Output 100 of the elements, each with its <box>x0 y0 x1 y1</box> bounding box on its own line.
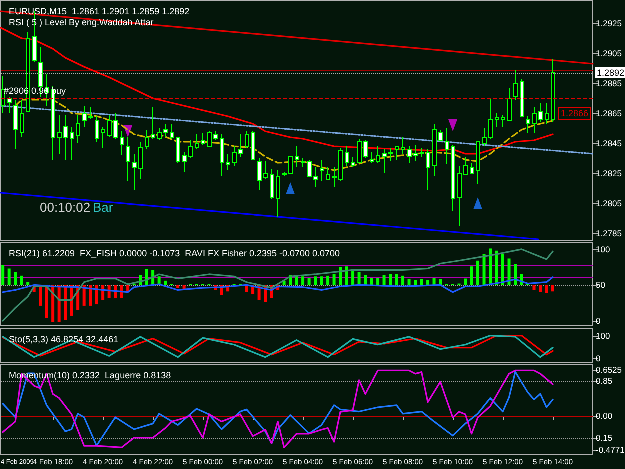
bar <box>82 285 86 306</box>
annotation: 00:10:02 <box>40 200 91 215</box>
bar <box>426 280 430 286</box>
bar <box>464 278 468 286</box>
bar <box>376 278 380 286</box>
candlestick <box>545 102 549 124</box>
text: RSI(21) 61.2209 FX_FISH 0.0000 -0.1073 RAVI FX Fisher 0.2395 -0.0700 0.0700 <box>9 248 340 258</box>
candlestick <box>551 59 555 123</box>
bar <box>308 278 311 286</box>
candlestick <box>101 126 105 148</box>
y-tick-label: 1.2885 <box>596 78 622 88</box>
candlestick <box>320 160 324 182</box>
candlestick <box>126 137 130 182</box>
bar <box>395 274 398 286</box>
point <box>448 120 458 132</box>
candlestick <box>513 70 518 100</box>
candlestick <box>520 78 524 117</box>
candlestick <box>507 88 512 122</box>
bar <box>552 285 555 292</box>
y-tick-label: 1.2905 <box>596 48 622 58</box>
candlestick <box>276 170 280 218</box>
bar <box>332 274 336 286</box>
candlestick <box>251 131 255 160</box>
bar <box>8 268 11 286</box>
bar <box>302 276 305 286</box>
y-tick-label: 1.2785 <box>596 228 622 238</box>
bar <box>52 285 55 322</box>
y2-tick-label: 0.85 <box>596 376 613 386</box>
candlestick <box>351 156 355 168</box>
y-tick-label: 1.2925 <box>596 18 622 28</box>
bar <box>2 265 5 286</box>
candlestick <box>220 134 224 177</box>
candlestick <box>201 132 205 146</box>
bar <box>58 285 61 322</box>
y-tick-label: 1.2805 <box>596 198 622 208</box>
y-tick-label: 0 <box>596 353 601 364</box>
candlestick <box>20 100 24 138</box>
bar <box>508 258 511 286</box>
bar <box>345 266 348 286</box>
candlestick <box>170 124 174 140</box>
bar <box>358 272 361 286</box>
candlestick <box>401 137 405 154</box>
line-series <box>2 276 554 294</box>
bar <box>89 285 92 306</box>
y-tick-label: 0.6525 <box>596 364 622 375</box>
y-tick-label: 100 <box>596 244 610 254</box>
line-series <box>14 99 554 172</box>
y-tick-label: 1.2845 <box>596 138 622 148</box>
candlestick <box>451 144 455 212</box>
candlestick <box>1 76 5 114</box>
bar <box>95 285 98 305</box>
candlestick <box>70 126 74 160</box>
candlestick <box>301 158 305 168</box>
candlestick <box>426 149 430 190</box>
candlestick <box>13 100 18 150</box>
candlestick <box>501 114 505 128</box>
candlestick <box>376 146 380 164</box>
bar <box>420 279 424 286</box>
text: EURUSD,M15 1.2861 1.2901 1.2859 1.2892 <box>9 6 190 16</box>
candlestick <box>295 146 299 168</box>
y-tick-label: 1.2865 <box>596 108 622 118</box>
y-tick-label: -0.4771 <box>596 444 625 455</box>
bar <box>514 264 518 286</box>
candlestick <box>176 137 180 164</box>
bar <box>414 280 418 286</box>
bar <box>364 275 368 286</box>
point <box>286 182 296 194</box>
bar <box>314 276 318 286</box>
candlestick <box>476 142 480 184</box>
candlestick <box>95 116 99 142</box>
bar <box>45 285 48 318</box>
candlestick <box>195 134 199 150</box>
bar <box>502 254 505 286</box>
line-series <box>0 27 554 155</box>
candlestick <box>420 148 424 158</box>
y-tick-label: 50 <box>596 280 606 290</box>
candlestick <box>120 131 124 156</box>
candlestick <box>526 116 530 134</box>
bar <box>20 276 24 286</box>
candlestick <box>270 168 274 200</box>
bar <box>102 285 105 300</box>
y-tick-label: 0.00 <box>596 411 613 422</box>
y-tick-label: 100 <box>596 330 610 341</box>
bar <box>164 280 168 286</box>
candlestick <box>151 107 155 140</box>
line-series <box>2 248 554 322</box>
candlestick <box>370 152 374 164</box>
y-tick-label: 0 <box>596 316 601 326</box>
bar <box>326 276 330 286</box>
candlestick <box>345 146 349 166</box>
candlestick <box>326 167 330 180</box>
bar <box>539 285 542 292</box>
candlestick <box>226 154 230 171</box>
bar <box>495 250 498 286</box>
bar <box>64 285 68 320</box>
bar <box>352 270 355 286</box>
candlestick <box>495 113 499 128</box>
y-tick-label: 1.2825 <box>596 168 622 178</box>
bar <box>176 285 180 288</box>
bar <box>470 266 474 286</box>
